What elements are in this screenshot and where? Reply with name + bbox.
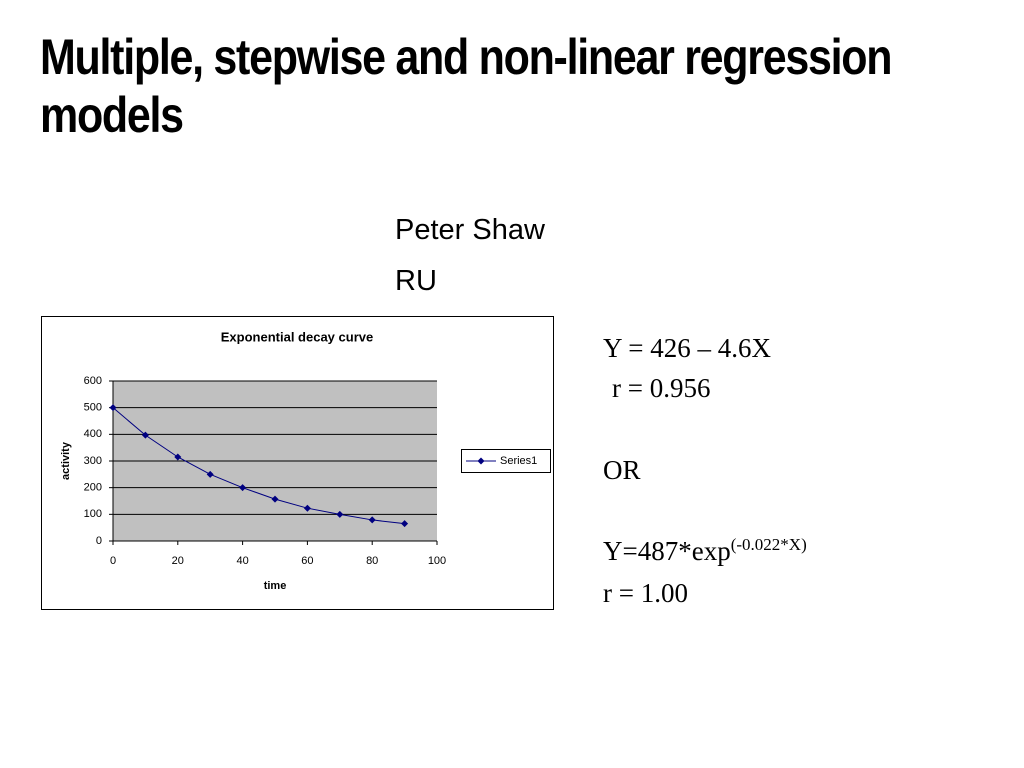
- chart-frame: [41, 316, 554, 610]
- legend-box: [461, 449, 551, 473]
- x-tick-label: 80: [366, 555, 378, 567]
- affiliation: RU: [395, 265, 437, 297]
- data-point: [303, 504, 311, 512]
- data-point: [109, 404, 117, 412]
- y-tick-label: 100: [84, 508, 102, 520]
- legend-label: Series1: [500, 455, 537, 467]
- x-tick-label: 60: [301, 555, 313, 567]
- x-tick-label: 0: [110, 555, 116, 567]
- data-point: [174, 453, 182, 461]
- x-axis-label: time: [264, 580, 287, 592]
- exp-r: r = 1.00: [603, 578, 688, 608]
- plot-area: [113, 381, 437, 541]
- data-point: [206, 470, 214, 478]
- exp-equation-base: Y=487*exp: [603, 536, 731, 566]
- data-point: [239, 484, 247, 492]
- x-tick-label: 100: [428, 555, 446, 567]
- data-point: [401, 520, 409, 528]
- data-point: [141, 431, 149, 439]
- y-tick-label: 0: [96, 535, 102, 547]
- y-axis-label: activity: [60, 441, 72, 480]
- linear-r: r = 0.956: [612, 373, 711, 403]
- series-line: [112, 407, 405, 525]
- legend-marker: [477, 457, 485, 465]
- data-point: [271, 495, 279, 503]
- y-tick-label: 400: [84, 428, 102, 440]
- x-tick-label: 20: [172, 555, 184, 567]
- slide-title: Multiple, stepwise and non-linear regres…: [40, 29, 892, 143]
- y-tick-label: 600: [84, 375, 102, 387]
- exp-exponent: (-0.022*X): [730, 535, 807, 554]
- data-point: [336, 510, 344, 518]
- author: Peter Shaw: [395, 214, 545, 246]
- x-tick-label: 40: [236, 555, 248, 567]
- separator: OR: [603, 455, 641, 485]
- exp-equation: Y=487*exp(-0.022*X): [603, 535, 807, 567]
- y-tick-label: 500: [84, 402, 102, 414]
- chart-title: Exponential decay curve: [221, 329, 373, 344]
- y-tick-label: 300: [84, 455, 102, 467]
- linear-equation: Y = 426 – 4.6X: [603, 333, 771, 363]
- data-point: [368, 516, 376, 524]
- y-tick-label: 200: [84, 482, 102, 494]
